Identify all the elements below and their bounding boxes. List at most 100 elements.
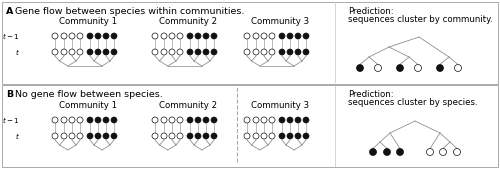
Circle shape — [211, 33, 217, 39]
Circle shape — [279, 49, 285, 55]
Text: Prediction:: Prediction: — [348, 90, 394, 99]
Circle shape — [177, 117, 183, 123]
Circle shape — [454, 149, 460, 155]
Circle shape — [436, 65, 444, 71]
Circle shape — [211, 49, 217, 55]
Circle shape — [370, 149, 376, 155]
Circle shape — [253, 133, 259, 139]
Circle shape — [152, 117, 158, 123]
Circle shape — [261, 33, 267, 39]
Circle shape — [95, 49, 101, 55]
Circle shape — [295, 49, 301, 55]
Circle shape — [396, 149, 404, 155]
Circle shape — [69, 33, 75, 39]
Circle shape — [69, 117, 75, 123]
Circle shape — [269, 33, 275, 39]
Circle shape — [95, 33, 101, 39]
Circle shape — [61, 33, 67, 39]
Circle shape — [261, 117, 267, 123]
Circle shape — [244, 117, 250, 123]
Circle shape — [103, 49, 109, 55]
Circle shape — [287, 117, 293, 123]
Circle shape — [187, 133, 193, 139]
Circle shape — [195, 33, 201, 39]
Text: Community 3: Community 3 — [251, 101, 309, 110]
Circle shape — [187, 33, 193, 39]
Circle shape — [295, 33, 301, 39]
Circle shape — [61, 117, 67, 123]
Circle shape — [87, 49, 93, 55]
Circle shape — [303, 117, 309, 123]
Circle shape — [279, 33, 285, 39]
Circle shape — [269, 133, 275, 139]
Circle shape — [111, 117, 117, 123]
Circle shape — [152, 49, 158, 55]
Circle shape — [61, 49, 67, 55]
Text: $t-1$: $t-1$ — [2, 31, 20, 41]
Text: A: A — [6, 7, 14, 16]
Text: Gene flow between species within communities.: Gene flow between species within communi… — [12, 7, 244, 16]
Circle shape — [187, 117, 193, 123]
Circle shape — [87, 133, 93, 139]
Text: sequences cluster by community.: sequences cluster by community. — [348, 15, 492, 24]
Text: No gene flow between species.: No gene flow between species. — [12, 90, 163, 99]
Circle shape — [152, 33, 158, 39]
Circle shape — [253, 117, 259, 123]
Circle shape — [111, 49, 117, 55]
Circle shape — [203, 33, 209, 39]
Circle shape — [111, 133, 117, 139]
FancyBboxPatch shape — [2, 85, 498, 167]
Text: Community 3: Community 3 — [251, 17, 309, 26]
Circle shape — [111, 33, 117, 39]
Circle shape — [87, 33, 93, 39]
Circle shape — [152, 133, 158, 139]
Circle shape — [103, 33, 109, 39]
Circle shape — [211, 117, 217, 123]
Circle shape — [195, 117, 201, 123]
Circle shape — [77, 117, 83, 123]
Text: Community 1: Community 1 — [59, 17, 117, 26]
Circle shape — [69, 49, 75, 55]
Circle shape — [77, 133, 83, 139]
Circle shape — [77, 49, 83, 55]
Circle shape — [269, 117, 275, 123]
Text: $t-1$: $t-1$ — [2, 115, 20, 125]
Circle shape — [287, 33, 293, 39]
Circle shape — [253, 49, 259, 55]
Circle shape — [177, 49, 183, 55]
Circle shape — [169, 33, 175, 39]
Circle shape — [384, 149, 390, 155]
Circle shape — [203, 117, 209, 123]
Circle shape — [244, 133, 250, 139]
Circle shape — [356, 65, 364, 71]
Circle shape — [169, 117, 175, 123]
Circle shape — [103, 117, 109, 123]
Circle shape — [195, 133, 201, 139]
Circle shape — [440, 149, 446, 155]
Circle shape — [195, 49, 201, 55]
Circle shape — [454, 65, 462, 71]
Text: $t$: $t$ — [15, 47, 20, 57]
Circle shape — [211, 133, 217, 139]
Circle shape — [426, 149, 434, 155]
Circle shape — [161, 117, 167, 123]
Text: Community 2: Community 2 — [159, 101, 217, 110]
Circle shape — [52, 117, 58, 123]
Circle shape — [261, 133, 267, 139]
Circle shape — [95, 133, 101, 139]
Circle shape — [169, 133, 175, 139]
FancyBboxPatch shape — [2, 2, 498, 84]
Circle shape — [52, 133, 58, 139]
Circle shape — [203, 49, 209, 55]
Circle shape — [287, 133, 293, 139]
Circle shape — [279, 133, 285, 139]
Circle shape — [279, 117, 285, 123]
Circle shape — [52, 49, 58, 55]
Circle shape — [414, 65, 422, 71]
Circle shape — [52, 33, 58, 39]
Circle shape — [303, 133, 309, 139]
Circle shape — [269, 49, 275, 55]
Circle shape — [177, 33, 183, 39]
Circle shape — [244, 33, 250, 39]
Text: $t$: $t$ — [15, 131, 20, 141]
